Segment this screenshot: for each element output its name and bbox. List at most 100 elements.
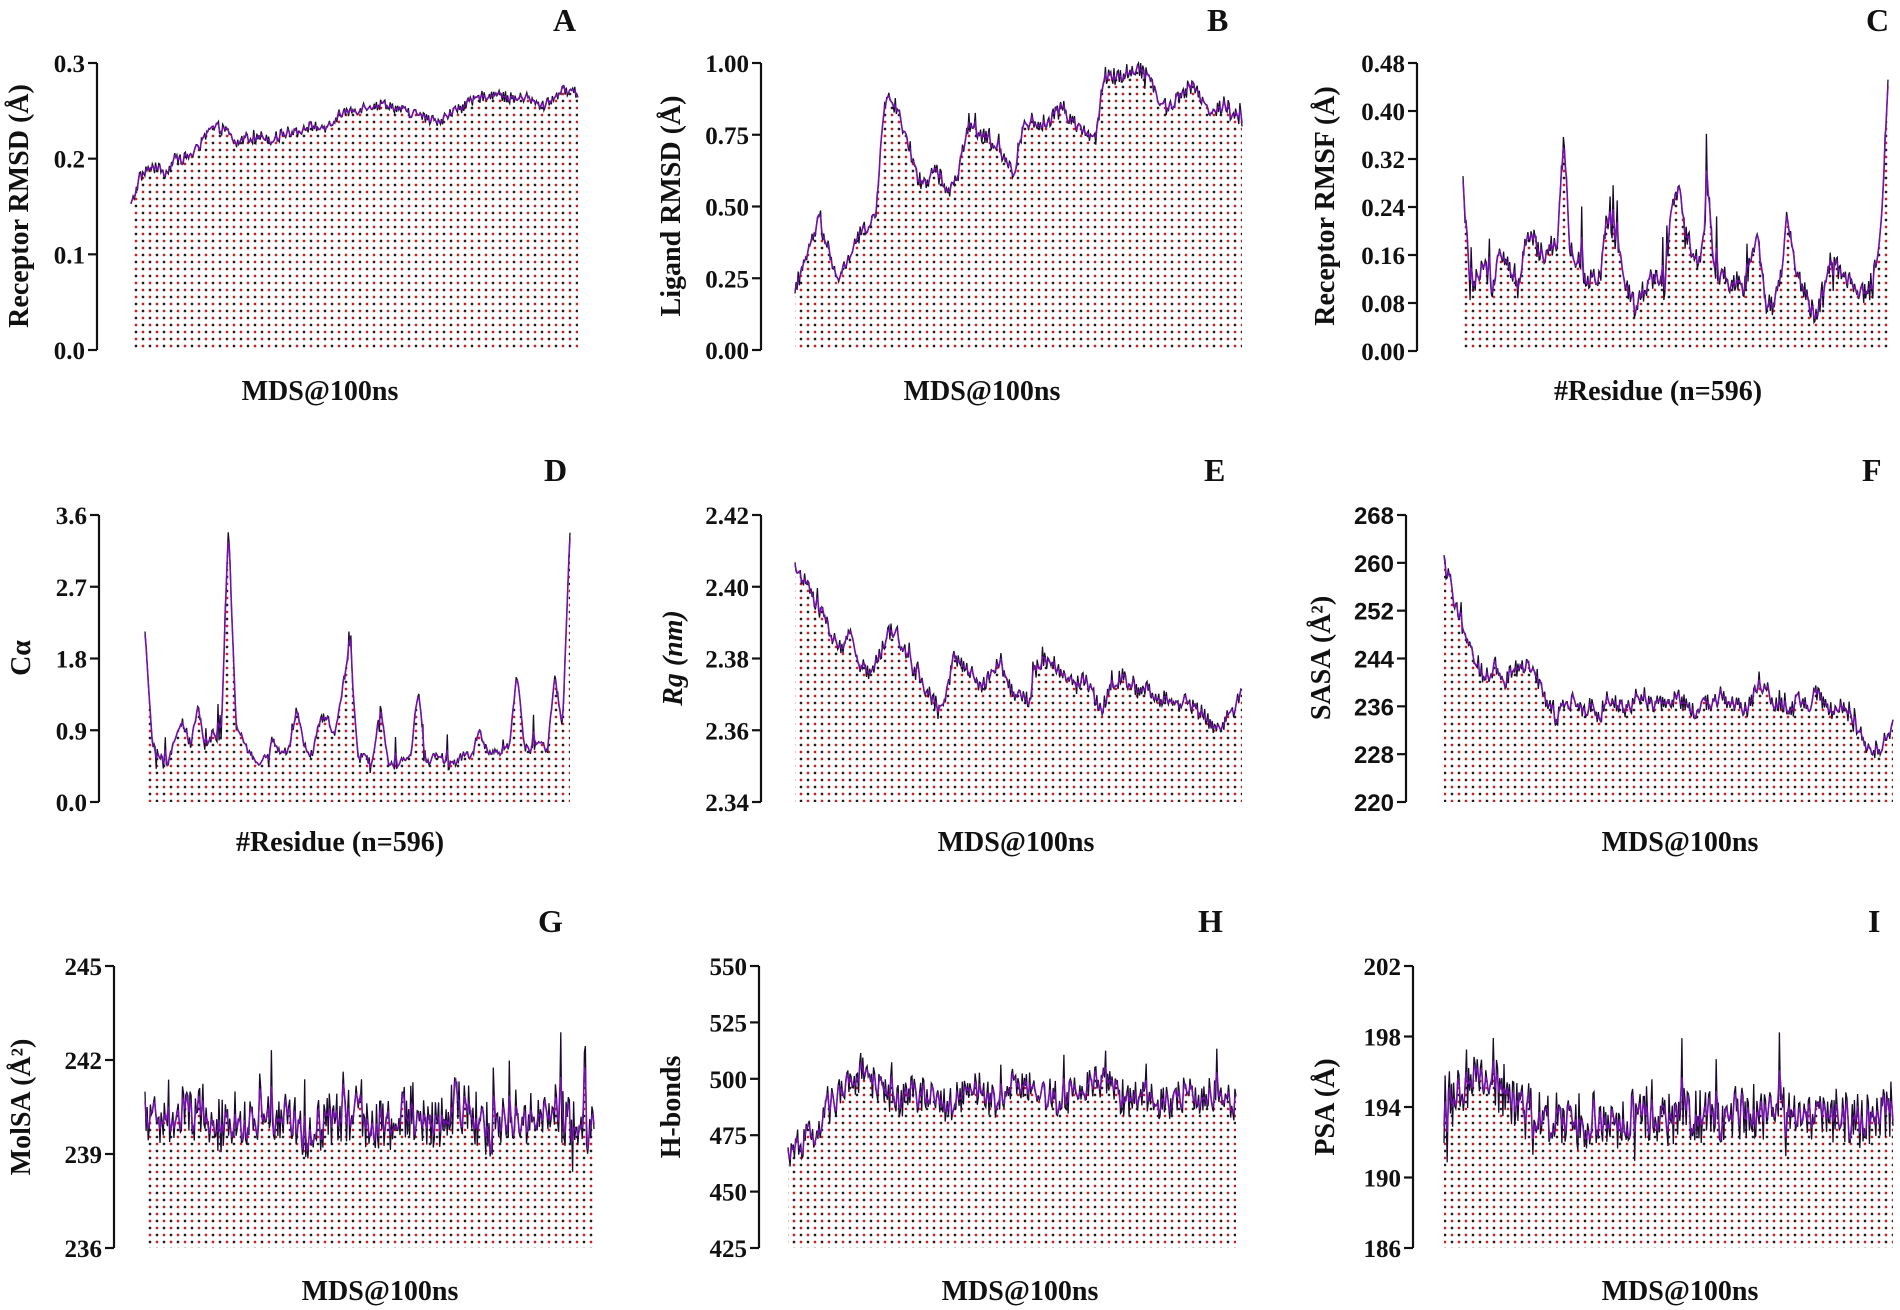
panel-d: D #Residue (n=596) Cα 0.0 0.9 1.8 2.7 3.6 [6, 452, 571, 858]
y-axis-title: H-bonds [656, 1056, 687, 1159]
plot-area [794, 60, 1243, 350]
panel-letter: I [1868, 903, 1880, 939]
panel-f: F MDS@100ns SASA (Å²) 220 228 236 244 252 260… [1306, 452, 1894, 858]
y-tick-label: 425 [710, 1236, 748, 1263]
x-axis-title: MDS@100ns [904, 376, 1061, 407]
plot-area [794, 562, 1243, 802]
y-tick-label: 450 [710, 1180, 748, 1207]
y-tick-label: 0.25 [705, 266, 749, 293]
y-ticks: 0.00 0.25 0.50 0.75 1.00 [705, 51, 763, 365]
x-axis-title: MDS@100ns [942, 1276, 1099, 1307]
y-tick-label: 186 [1364, 1236, 1402, 1263]
y-tick-label: 500 [710, 1067, 748, 1094]
series-line-dark [1462, 79, 1889, 325]
y-tick-label: 1.00 [705, 51, 749, 78]
y-ticks: 0.00 0.08 0.16 0.24 0.32 0.40 0.48 [1361, 51, 1419, 366]
y-ticks: 186 190 194 198 202 [1364, 954, 1415, 1263]
series-line-dark [787, 1048, 1237, 1167]
y-tick-label: 2.34 [705, 790, 749, 817]
x-axis-title: MDS@100ns [302, 1276, 459, 1307]
y-ticks: 2.34 2.36 2.38 2.40 2.42 [705, 503, 763, 817]
series-line-purple [144, 538, 571, 770]
y-tick-label: 3.6 [56, 503, 87, 530]
y-tick-label: 198 [1364, 1025, 1402, 1052]
panel-letter: G [538, 903, 563, 939]
y-tick-label: 475 [710, 1123, 748, 1150]
y-tick-label: 2.36 [705, 718, 749, 745]
x-axis-title: MDS@100ns [1602, 827, 1759, 858]
y-ticks: 0.0 0.1 0.2 0.3 [54, 51, 99, 365]
plot-area [1443, 554, 1894, 802]
y-tick-label: 260 [1354, 551, 1394, 578]
y-axis-title: Receptor RMSF (Å) [1310, 86, 1341, 325]
y-tick-label: 2.38 [705, 647, 749, 674]
series-line-purple [144, 1066, 595, 1154]
y-ticks: 0.0 0.9 1.8 2.7 3.6 [56, 503, 101, 817]
y-tick-label: 525 [710, 1010, 748, 1037]
y-tick-label: 0.2 [54, 147, 85, 174]
y-tick-label: 0.48 [1361, 51, 1405, 78]
y-tick-label: 0.0 [56, 790, 87, 817]
panel-e: E MDS@100ns Rg (nm) 2.34 2.36 2.38 2.40 2.42 [658, 452, 1243, 858]
y-tick-label: 2.7 [56, 575, 87, 602]
plot-area [1462, 79, 1889, 351]
y-tick-label: 0.40 [1361, 99, 1405, 126]
series-line-purple [1462, 85, 1889, 320]
y-tick-label: 1.8 [56, 647, 87, 674]
x-axis-title: MDS@100ns [242, 376, 399, 407]
y-tick-label: 202 [1364, 954, 1402, 981]
panel-g: G MDS@100ns MolSA (Å²) 236 239 242 245 [6, 903, 595, 1307]
panel-b: B MDS@100ns Ligand RMSD (Å) 0.00 0.25 0.50… [656, 2, 1243, 407]
x-axis-title: MDS@100ns [1602, 1276, 1759, 1307]
series-line-dark [144, 532, 571, 773]
y-tick-label: 0.1 [54, 242, 85, 269]
y-tick-label: 268 [1354, 503, 1394, 530]
panel-c: C #Residue (n=596) Receptor RMSF (Å) 0.0… [1310, 2, 1889, 407]
series-line-purple [794, 63, 1243, 291]
y-axis-title: Cα [6, 640, 37, 676]
y-axis-title: SASA (Å²) [1306, 596, 1337, 720]
y-ticks: 236 239 242 245 [65, 954, 116, 1263]
area-fill [795, 63, 1242, 350]
series-line-purple [794, 564, 1243, 732]
y-ticks: 425 450 475 500 525 550 [710, 954, 761, 1263]
panel-letter: A [553, 2, 576, 38]
y-tick-label: 0.00 [705, 338, 749, 365]
y-tick-label: 228 [1354, 742, 1394, 769]
panel-letter: F [1862, 452, 1882, 488]
panel-i: I MDS@100ns PSA (Å) 186 190 194 198 202 [1310, 903, 1894, 1307]
x-axis-title: MDS@100ns [938, 827, 1095, 858]
panel-a: A MDS@100ns Receptor RMSD (Å) 0.00.10.20… [4, 2, 579, 407]
y-axis-title: PSA (Å) [1310, 1058, 1341, 1155]
y-tick-label: 242 [65, 1048, 103, 1075]
series-line-purple [1443, 556, 1894, 755]
series-line-purple [1443, 1060, 1894, 1142]
y-tick-label: 0.50 [705, 195, 749, 222]
plot-area [1443, 1032, 1894, 1248]
area-fill [1463, 79, 1888, 351]
y-tick-label: 2.42 [705, 503, 749, 530]
y-tick-label: 0.75 [705, 123, 749, 150]
x-axis-title: #Residue (n=596) [1554, 376, 1762, 407]
y-tick-label: 0.9 [56, 718, 87, 745]
y-tick-label: 190 [1364, 1166, 1402, 1193]
y-axis-title: Receptor RMSD (Å) [4, 84, 35, 328]
y-tick-label: 236 [65, 1236, 103, 1263]
y-tick-label: 0.3 [54, 51, 85, 78]
y-tick-label: 236 [1354, 694, 1394, 721]
y-axis-title: Rg (nm) [658, 610, 689, 707]
y-axis-title: MolSA (Å²) [6, 1039, 37, 1176]
panel-letter: B [1207, 2, 1228, 38]
area-fill [1444, 555, 1893, 802]
panel-letter: D [544, 452, 567, 488]
area-fill [131, 85, 578, 350]
y-tick-label: 0.08 [1361, 291, 1405, 318]
y-tick-label: 550 [710, 954, 748, 981]
y-tick-label: 0.24 [1361, 195, 1405, 222]
series-line-purple [130, 84, 579, 204]
y-tick-label: 0.32 [1361, 147, 1405, 174]
y-tick-label: 0.16 [1361, 243, 1405, 270]
plot-area [144, 532, 571, 802]
series-line-purple [787, 1062, 1237, 1161]
